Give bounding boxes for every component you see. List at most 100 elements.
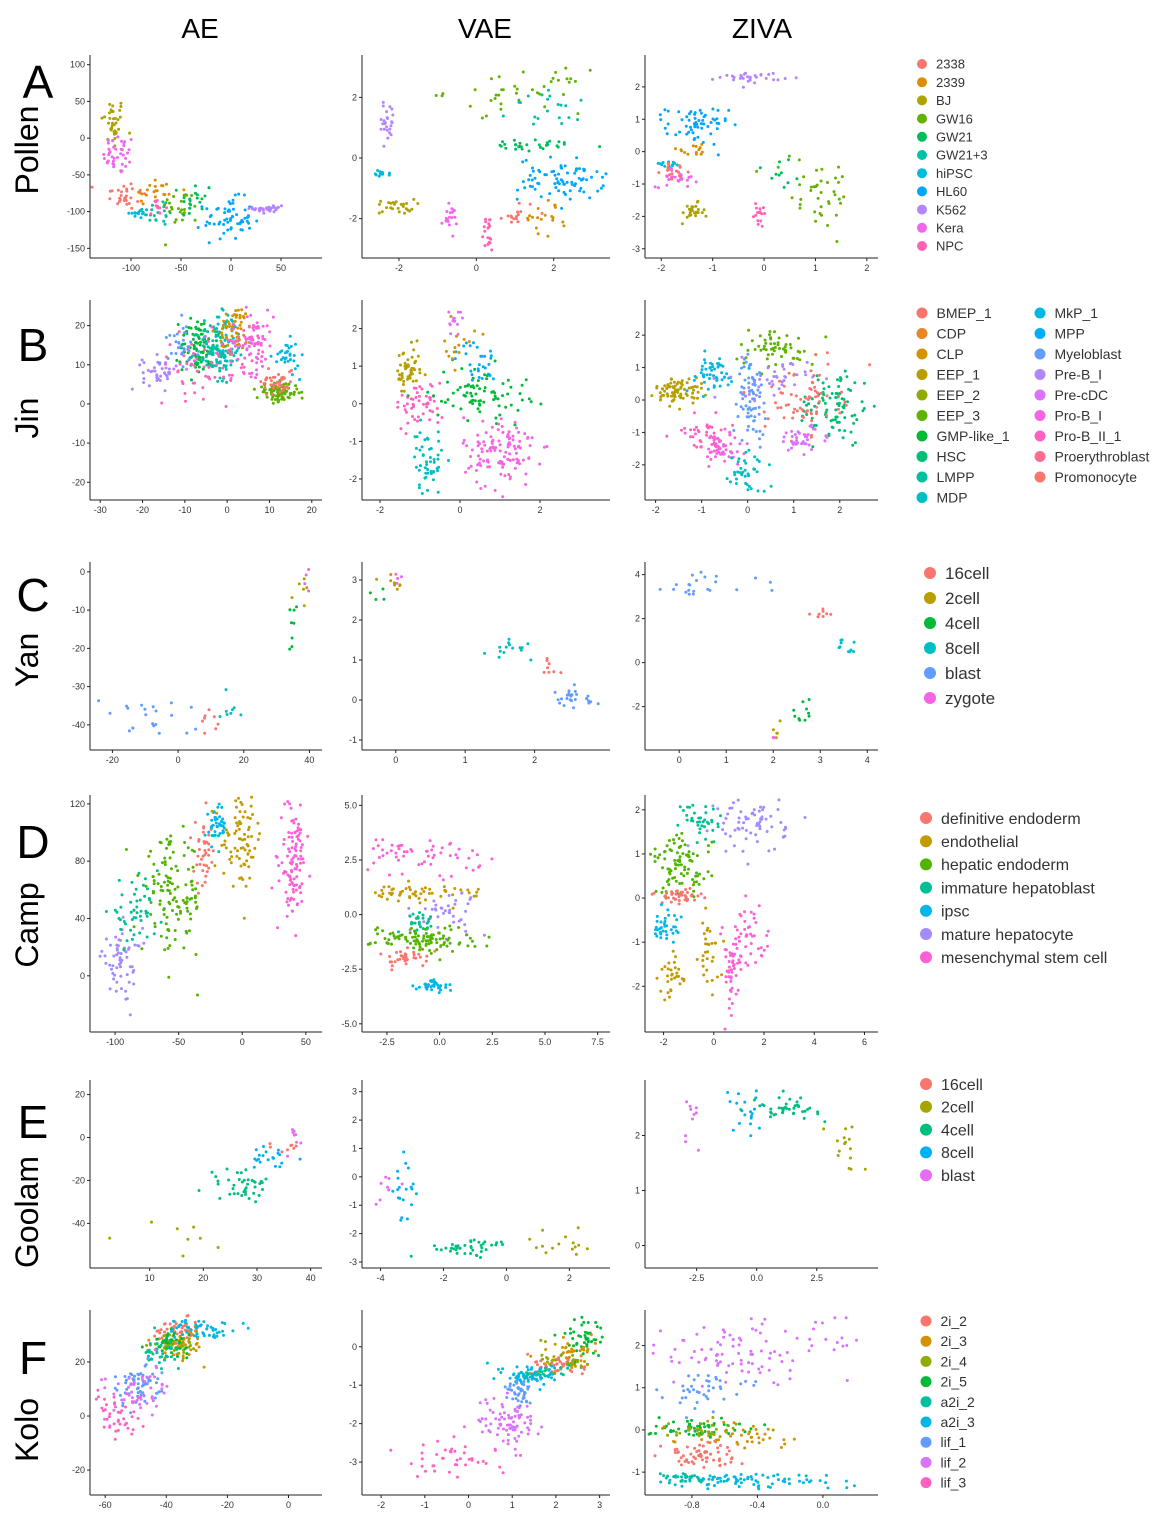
scatter-point <box>176 369 180 373</box>
scatter-point <box>227 373 231 377</box>
scatter-point <box>125 202 129 206</box>
scatter-point <box>508 475 512 479</box>
scatter-point <box>146 887 149 891</box>
scatter-point <box>414 359 418 363</box>
scatter-point <box>676 823 680 827</box>
scatter-point <box>119 105 123 108</box>
scatter-point <box>673 867 677 871</box>
scatter-point <box>207 853 211 857</box>
scatter-point <box>666 166 670 169</box>
scatter-point <box>144 713 148 717</box>
legend-label: Pro-B_I <box>1055 408 1102 424</box>
scatter-point <box>693 111 697 115</box>
scatter-point <box>672 896 675 900</box>
scatter-point <box>771 383 775 387</box>
x-tick-label: -60 <box>99 1500 112 1510</box>
scatter-point <box>706 455 709 459</box>
scatter-point <box>90 185 94 189</box>
scatter-point <box>218 349 222 353</box>
scatter-point <box>418 368 422 371</box>
scatter-point <box>140 207 144 211</box>
scatter-point <box>198 862 202 866</box>
scatter-point <box>184 325 188 329</box>
scatter-point <box>712 142 716 146</box>
scatter-point <box>233 846 237 850</box>
scatter-point <box>546 109 549 113</box>
scatter-point <box>390 107 394 111</box>
scatter-point <box>187 358 191 361</box>
scatter-point <box>423 438 427 442</box>
scatter-point <box>671 949 675 953</box>
scatter-point <box>705 968 709 972</box>
scatter-point <box>159 1328 163 1332</box>
scatter-point <box>161 1352 165 1356</box>
scatter-point <box>166 377 169 381</box>
scatter-point <box>116 118 120 122</box>
scatter-point <box>499 1240 503 1244</box>
scatter-point <box>786 181 790 185</box>
scatter-point <box>763 338 767 342</box>
scatter-point <box>145 188 149 192</box>
scatter-point <box>175 1332 179 1336</box>
scatter-point <box>224 335 228 339</box>
scatter-point <box>417 399 421 403</box>
legend-swatch <box>916 369 928 380</box>
scatter-point <box>727 108 731 112</box>
x-tick-label: 1 <box>724 755 729 765</box>
scatter-point <box>699 122 703 126</box>
scatter-point <box>412 950 416 954</box>
scatter-point <box>417 863 421 867</box>
scatter-point <box>673 858 677 862</box>
scatter-point <box>389 579 393 583</box>
scatter-point <box>111 104 115 108</box>
scatter-point <box>197 839 201 843</box>
scatter-point <box>742 361 746 365</box>
scatter-point <box>379 118 383 121</box>
scatter-point <box>380 210 384 214</box>
scatter-point <box>691 883 695 887</box>
y-tick-label: 2 <box>635 805 640 815</box>
scatter-point <box>229 217 233 220</box>
scatter-point <box>237 346 240 350</box>
y-tick-label: -5.0 <box>341 1019 357 1029</box>
scatter-point <box>119 170 123 174</box>
scatter-point <box>548 94 552 98</box>
scatter-point <box>502 462 506 466</box>
scatter-point <box>299 849 303 853</box>
scatter-point <box>788 343 792 346</box>
scatter-point <box>378 170 382 174</box>
scatter-point <box>243 832 246 836</box>
scatter-point <box>246 215 250 219</box>
scatter-point <box>756 219 760 223</box>
legend-item: 8cell <box>924 639 980 658</box>
scatter-point <box>267 367 270 371</box>
scatter-point <box>473 88 477 92</box>
scatter-point <box>291 856 295 860</box>
scatter-point <box>194 325 198 329</box>
scatter-point <box>452 1247 456 1251</box>
scatter-point <box>116 202 120 206</box>
scatter-point <box>772 1113 776 1117</box>
scatter-point <box>428 949 432 952</box>
scatter-point <box>673 161 677 165</box>
scatter-point <box>479 1256 482 1259</box>
scatter-point <box>687 588 691 592</box>
scatter-point <box>448 941 452 945</box>
legend-item: EEP_3 <box>916 408 980 424</box>
scatter-point <box>411 984 415 988</box>
scatter-point <box>297 822 300 826</box>
scatter-point <box>257 1193 261 1197</box>
scatter-point <box>814 353 818 357</box>
scatter-point <box>836 407 840 411</box>
scatter-point <box>425 954 429 958</box>
row-letter: E <box>18 1096 49 1148</box>
scatter-point <box>574 169 578 172</box>
scatter-point <box>489 77 493 81</box>
scatter-point <box>253 1185 257 1189</box>
scatter-point <box>423 373 427 377</box>
scatter-point <box>499 144 503 148</box>
scatter-point <box>699 371 703 375</box>
scatter-point <box>528 184 532 188</box>
scatter-point <box>465 444 469 448</box>
scatter-point <box>254 1200 258 1204</box>
